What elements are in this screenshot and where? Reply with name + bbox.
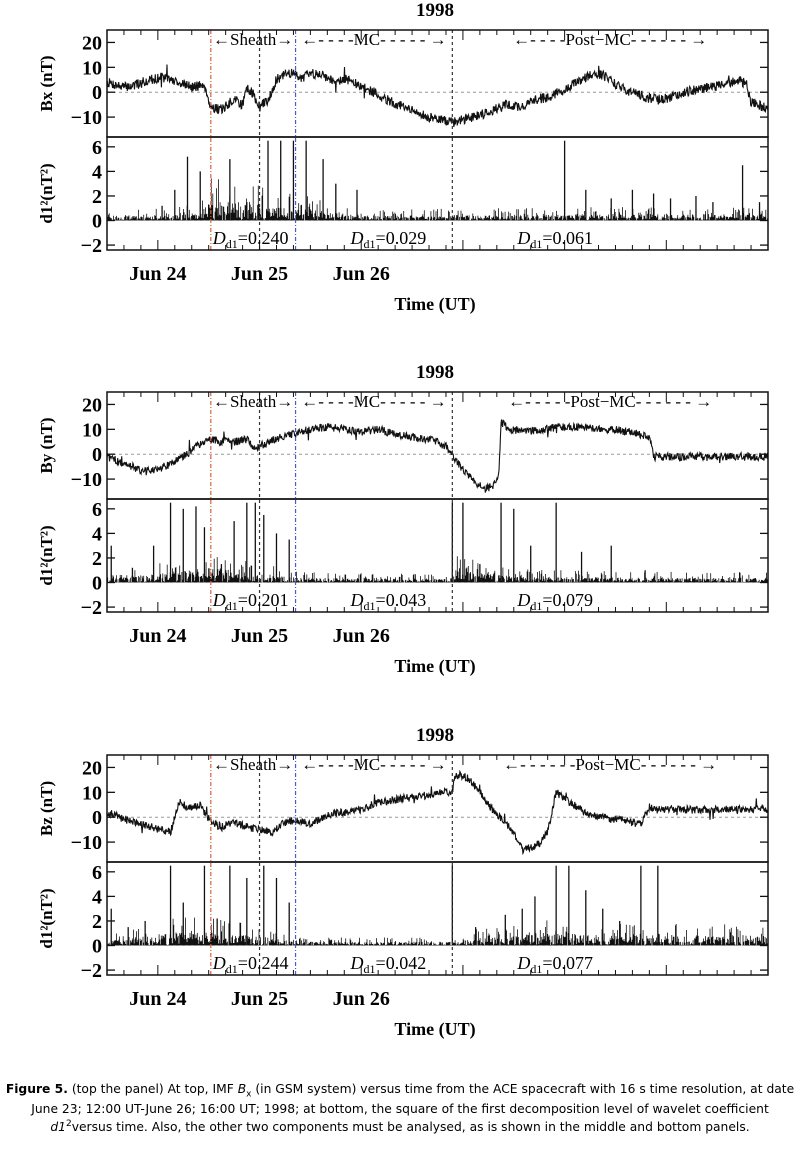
region-label-0: ←Sheath→ <box>213 392 293 411</box>
panel-title: 1998 <box>416 362 454 383</box>
caption-var: B <box>237 1082 247 1096</box>
top-ytick-label: 20 <box>82 32 102 54</box>
x-tick-label-1: Jun 25 <box>231 263 288 285</box>
caption-text-2: (in GSM system) versus time from the ACE… <box>31 1082 795 1117</box>
caption-var-sub: x <box>246 1089 252 1100</box>
x-tick-label-1: Jun 25 <box>231 988 288 1010</box>
caption-text-3: versus time. Also, the other two compone… <box>71 1120 750 1135</box>
region-label-0: ←Sheath→ <box>213 755 293 774</box>
bottom-ytick-label: 0 <box>92 211 102 233</box>
top-ytick-label: 10 <box>82 419 102 441</box>
caption-coef-sup: 2 <box>65 1119 72 1130</box>
top-ytick-label: 10 <box>82 782 102 804</box>
d-value-label-0: Dd1=0.201 <box>212 590 289 613</box>
x-tick-label-2: Jun 26 <box>333 263 390 285</box>
top-ytick-label: 20 <box>82 394 102 416</box>
top-ytick-label: −10 <box>71 107 102 129</box>
bottom-ytick-label: 6 <box>92 137 102 159</box>
caption-label: Figure 5. <box>5 1082 68 1096</box>
bottom-frame <box>106 498 769 613</box>
x-axis-label: Time (UT) <box>394 294 475 315</box>
wavelet-trace <box>106 917 769 946</box>
bottom-ytick-label: 4 <box>92 161 102 183</box>
caption-coef: d1 <box>50 1120 66 1135</box>
d-value-label-2: Dd1=0.077 <box>516 953 593 976</box>
bottom-ytick-label: 2 <box>92 911 102 933</box>
bottom-frame <box>106 861 769 976</box>
top-ytick-label: −10 <box>71 469 102 491</box>
field-trace <box>106 419 769 493</box>
bottom-ytick-label: 2 <box>92 548 102 570</box>
d-value-label-0: Dd1=0.240 <box>212 228 289 251</box>
region-label-1: ←- - - -MC- - - - - → <box>301 755 446 774</box>
top-ytick-label: 0 <box>92 444 102 466</box>
x-tick-label-2: Jun 26 <box>333 625 390 647</box>
x-tick-label-2: Jun 26 <box>333 988 390 1010</box>
panel-title: 1998 <box>416 725 454 746</box>
top-ytick-label: 10 <box>82 57 102 79</box>
top-ytick-label: 0 <box>92 807 102 829</box>
x-axis-label: Time (UT) <box>394 1019 475 1040</box>
d-value-label-1: Dd1=0.042 <box>350 953 427 976</box>
bottom-ytick-label: 4 <box>92 523 102 545</box>
region-label-1: ←- - - -MC- - - - - → <box>301 30 446 49</box>
region-label-2: ←- - - -Post−MC- - - - - - → <box>513 30 707 49</box>
region-label-1: ←- - - -MC- - - - - → <box>301 392 446 411</box>
wavelet-trace <box>106 178 769 221</box>
top-ytick-label: −10 <box>71 832 102 854</box>
top-ylabel: By (nT) <box>37 417 56 473</box>
field-trace <box>106 769 769 856</box>
top-ytick-label: 20 <box>82 757 102 779</box>
bottom-ytick-label: 6 <box>92 499 102 521</box>
top-ylabel: Bx (nT) <box>37 55 56 111</box>
region-label-0: ←Sheath→ <box>213 30 293 49</box>
bottom-ytick-label: 0 <box>92 936 102 958</box>
bottom-ylabel: d1²(nT²) <box>37 888 56 948</box>
x-tick-label-0: Jun 24 <box>129 988 186 1010</box>
top-ytick-label: 0 <box>92 82 102 104</box>
d-value-label-2: Dd1=0.079 <box>516 590 593 613</box>
x-tick-label-0: Jun 24 <box>129 263 186 285</box>
x-axis-label: Time (UT) <box>394 656 475 677</box>
d-value-label-1: Dd1=0.029 <box>350 228 427 251</box>
bottom-ytick-label: 0 <box>92 573 102 595</box>
bottom-ylabel: d1²(nT²) <box>37 163 56 223</box>
panel-title: 1998 <box>416 0 454 21</box>
d-value-label-2: Dd1=0.061 <box>516 228 593 251</box>
bottom-ytick-label: 2 <box>92 186 102 208</box>
bottom-ylabel: d1²(nT²) <box>37 525 56 585</box>
region-label-2: ←- - - - - -Post−MC- - - - - - → <box>503 755 717 774</box>
d-value-label-0: Dd1=0.244 <box>212 953 289 976</box>
bottom-ytick-label: −2 <box>81 960 102 982</box>
bottom-frame <box>106 136 769 251</box>
figure-caption: Figure 5. (top the panel) At top, IMF Bx… <box>4 1082 796 1136</box>
field-trace <box>106 64 769 128</box>
caption-text-1: (top the panel) At top, IMF <box>67 1082 238 1096</box>
bottom-ytick-label: −2 <box>81 235 102 257</box>
wavelet-trace <box>106 556 769 583</box>
bottom-ytick-label: 4 <box>92 886 102 908</box>
d-value-label-1: Dd1=0.043 <box>350 590 427 613</box>
region-label-2: ←- - - - -Post−MC- - - - - - → <box>508 392 712 411</box>
bottom-ytick-label: 6 <box>92 862 102 884</box>
x-tick-label-0: Jun 24 <box>129 625 186 647</box>
bottom-ytick-label: −2 <box>81 597 102 619</box>
top-ylabel: Bz (nT) <box>37 781 56 836</box>
x-tick-label-1: Jun 25 <box>231 625 288 647</box>
